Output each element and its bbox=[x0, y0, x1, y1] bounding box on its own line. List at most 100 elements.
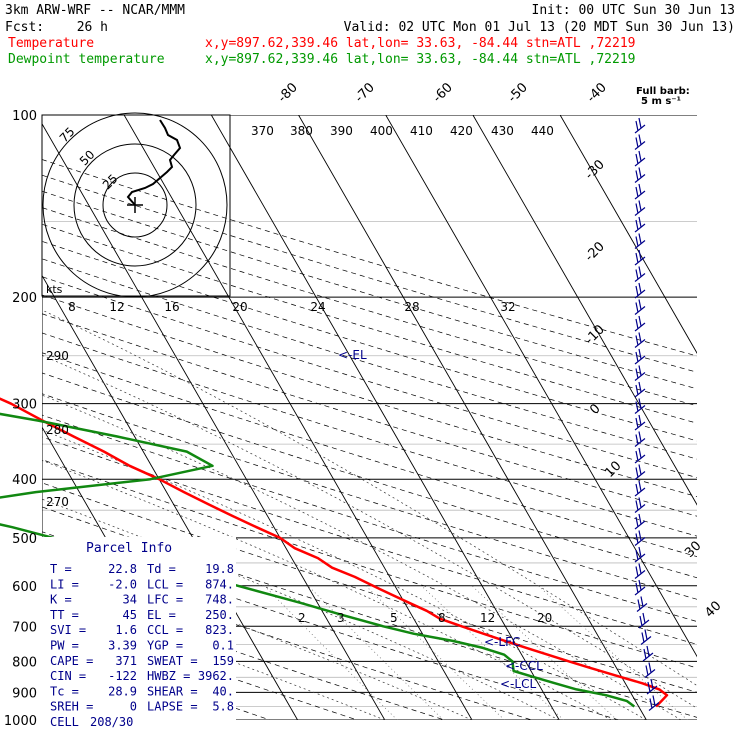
theta-label-top-5: 420 bbox=[450, 124, 473, 138]
dry-adiabat-380 bbox=[42, 332, 697, 537]
theta-label-top-6: 430 bbox=[491, 124, 514, 138]
speed-tick-24: 24 bbox=[310, 300, 325, 314]
parcel-label-cin: CIN = bbox=[50, 669, 86, 683]
wind-barb-19 bbox=[634, 431, 646, 447]
wind-barb-15 bbox=[634, 365, 646, 381]
parcel-label-t: T = bbox=[50, 562, 72, 576]
wind-barb-2 bbox=[634, 150, 646, 167]
wind-barb-10 bbox=[634, 282, 646, 299]
wind-barb-1 bbox=[634, 134, 646, 150]
parcel-value-shear: 40. bbox=[212, 684, 234, 698]
parcel-label-sweat: SWEAT = bbox=[147, 654, 198, 668]
dry-adiabat-440 bbox=[42, 223, 697, 424]
dry-adiabat-310 bbox=[42, 482, 697, 693]
moist-adiabat-10 bbox=[42, 498, 560, 720]
mixing-ratio-label-12: 12 bbox=[480, 611, 495, 625]
parcel-value-li: -2.0 bbox=[108, 577, 137, 591]
parcel-value-t: 22.8 bbox=[108, 562, 137, 576]
isotherm-label-right-4: 10 bbox=[602, 459, 624, 481]
wind-barb-8 bbox=[634, 249, 646, 266]
isotherm-label-top-1: -70 bbox=[352, 80, 378, 106]
parcel-info-panel: Parcel Info T = 22.8 Td = 19.8 LI = -2.0 LCL =… bbox=[42, 537, 236, 729]
parcel-value-cape: 371 bbox=[115, 654, 137, 668]
moist-adiabat-20 bbox=[42, 429, 647, 720]
wind-barb-3 bbox=[634, 167, 646, 183]
wind-barb-24 bbox=[634, 513, 646, 530]
isotherm-50 bbox=[559, 115, 697, 354]
parcel-label-tt: TT = bbox=[50, 608, 79, 622]
parcel-value-lapse: 5.8 bbox=[212, 700, 234, 714]
parcel-value-td: 19.8 bbox=[205, 562, 234, 576]
hodograph-trace bbox=[126, 119, 182, 206]
wind-barb-7 bbox=[634, 233, 646, 249]
dry-adiabat-450 bbox=[42, 207, 697, 407]
wind-barb-30 bbox=[638, 612, 650, 629]
wind-barb-6 bbox=[634, 216, 646, 233]
parcel-label-k: K = bbox=[50, 593, 72, 607]
mixing-ratio-5 bbox=[365, 585, 505, 720]
wind-barb-31 bbox=[640, 629, 652, 645]
theta-label-top-1: 380 bbox=[290, 124, 313, 138]
parcel-label-cape: CAPE = bbox=[50, 654, 93, 668]
hodograph-inset: 75 50 25 kts bbox=[41, 112, 231, 298]
mixing-ratio-label-5: 5 bbox=[390, 611, 398, 625]
parcel-value-tt: 45 bbox=[123, 608, 137, 622]
parcel-label-li: LI = bbox=[50, 577, 79, 591]
parcel-value-lcl: 874. bbox=[205, 577, 234, 591]
isotherm-label-top-3: -50 bbox=[505, 80, 531, 106]
parcel-value-el: 250. bbox=[205, 608, 234, 622]
theta-label-left-2: 270 bbox=[46, 495, 69, 509]
pressure-label-800: 800 bbox=[12, 655, 37, 670]
isotherm-40 bbox=[472, 115, 697, 506]
speed-tick-28: 28 bbox=[404, 300, 419, 314]
parcel-label-lapse: LAPSE = bbox=[147, 700, 198, 714]
legend-dewpoint-info: x,y=897.62,339.46 lat,lon= 33.63, -84.44… bbox=[205, 52, 635, 67]
wind-barb-22 bbox=[634, 480, 646, 497]
isotherm-label-top-2: -60 bbox=[430, 80, 456, 106]
moist-adiabat-16 bbox=[42, 460, 612, 720]
barb-note-line1: Full barb: bbox=[636, 86, 690, 97]
theta-label-top-2: 390 bbox=[330, 124, 353, 138]
dry-adiabat-260 bbox=[42, 610, 359, 720]
theta-label-top-3: 400 bbox=[370, 124, 393, 138]
wind-barbs bbox=[634, 117, 660, 711]
wind-barb-13 bbox=[634, 332, 646, 348]
wind-barb-25 bbox=[634, 530, 646, 546]
parcel-label-td: Td = bbox=[147, 562, 176, 576]
level-label-2: <-CCL bbox=[505, 659, 543, 673]
parcel-label-ygp: YGP = bbox=[147, 639, 183, 653]
isotherm-label-right-5: 30 bbox=[682, 539, 704, 561]
speed-tick-12: 12 bbox=[109, 300, 124, 314]
dry-adiabat-360 bbox=[42, 372, 697, 579]
parcel-info-bg bbox=[42, 537, 236, 727]
moist-adiabat-24 bbox=[42, 394, 682, 720]
parcel-value-ygp: 0.1 bbox=[212, 639, 234, 653]
legend-temperature-name: Temperature bbox=[8, 36, 94, 51]
level-label-1: <-LFC bbox=[484, 635, 520, 649]
init-time: Init: 00 UTC Sun 30 Jun 13 bbox=[532, 3, 736, 18]
dry-adiabat-420 bbox=[42, 258, 697, 460]
speed-tick-20: 20 bbox=[232, 300, 247, 314]
isotherm-label-right-1: -20 bbox=[582, 239, 608, 265]
parcel-info-rows: T = 22.8 Td = 19.8 LI = -2.0 LCL = 874. K = 34 LFC… bbox=[50, 562, 234, 729]
parcel-label-svi: SVI = bbox=[50, 623, 86, 637]
theta-label-top-7: 440 bbox=[531, 124, 554, 138]
parcel-label-ccl: CCL = bbox=[147, 623, 183, 637]
pressure-label-500: 500 bbox=[12, 532, 37, 547]
legend-dewpoint-name: Dewpoint temperature bbox=[8, 52, 165, 67]
speed-ticks: 8 12 16 20 24 28 32 bbox=[68, 300, 515, 314]
hodograph-frame bbox=[41, 114, 231, 297]
parcel-label-tc: Tc = bbox=[50, 684, 79, 698]
header: 3km ARW-WRF -- NCAR/MMM Init: 00 UTC Sun… bbox=[5, 3, 735, 67]
level-label-3: <-LCL bbox=[500, 677, 536, 691]
theta-label-top-0: 370 bbox=[251, 124, 274, 138]
hodograph-ring-75 bbox=[42, 112, 228, 298]
theta-label-top-4: 410 bbox=[410, 124, 433, 138]
parcel-value-svi: 1.6 bbox=[115, 623, 137, 637]
isotherm-10 bbox=[210, 115, 560, 720]
parcel-value-cin: -122 bbox=[108, 669, 137, 683]
speed-tick-16: 16 bbox=[164, 300, 179, 314]
isotherm--10 bbox=[42, 122, 386, 720]
mixing-ratio-2 bbox=[264, 585, 398, 720]
barb-note-line2: 5 m s⁻¹ bbox=[641, 96, 681, 107]
